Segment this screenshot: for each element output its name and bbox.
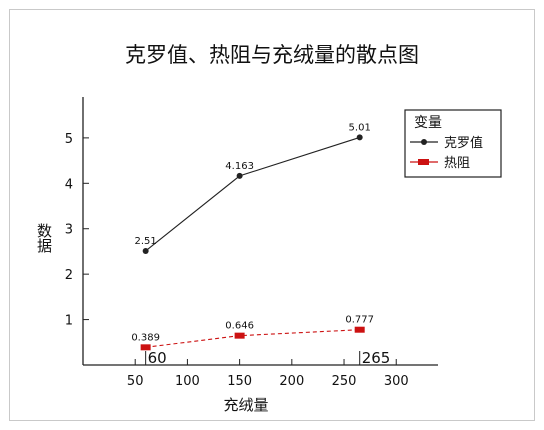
y-tick-label: 1 [65,314,73,329]
data-point [354,326,365,333]
series-layer: 2.51 4.163 5.01 0.389 0.646 0.777 [131,122,374,351]
annotation-label: 60 [148,349,167,367]
x-tick-label: 150 [227,374,252,389]
axes: 50 100 150 200 250 300 1 2 3 4 5 60 265 [65,97,438,389]
x-tick-label: 200 [279,374,304,389]
y-tick-label: 5 [65,132,73,147]
x-tick-label: 300 [384,374,409,389]
data-point [356,134,363,141]
data-label: 2.51 [135,236,157,247]
data-label: 0.646 [225,321,254,332]
legend-box [404,109,502,178]
data-label: 5.01 [349,122,371,133]
y-tick-label: 2 [65,268,73,283]
x-tick-label: 50 [127,374,144,389]
y-axis-label: 数据 [35,223,53,254]
y-tick-label: 4 [65,177,73,192]
data-point [236,172,243,179]
x-tick-label: 250 [332,374,357,389]
legend-marker [421,139,427,145]
legend-item-label: 热阻 [444,156,470,171]
x-tick-label: 100 [175,374,200,389]
data-point [234,332,245,339]
x-axis-label: 充绒量 [223,396,268,414]
legend-title: 变量 [414,115,442,131]
data-label: 0.389 [131,332,160,343]
data-label: 4.163 [225,161,254,172]
legend-marker [418,159,429,165]
chart-frame [9,9,535,421]
series-line [145,136,360,252]
data-point [142,247,149,254]
legend-item-label: 克罗值 [444,135,483,151]
annotation-label: 265 [362,349,391,367]
data-point [140,344,151,351]
chart-title: 克罗值、热阻与充绒量的散点图 [125,43,419,67]
y-tick-label: 3 [65,223,73,238]
data-label: 0.777 [345,315,374,326]
series-line [145,329,360,348]
